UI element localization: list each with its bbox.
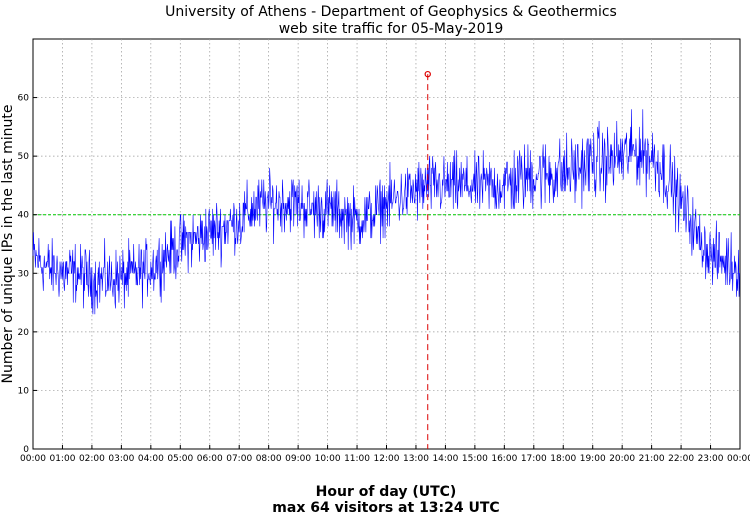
x-tick-label: 10:00 xyxy=(315,454,341,464)
x-tick-label: 21:00 xyxy=(639,454,665,464)
plot-area xyxy=(32,38,741,450)
x-tick-label: 17:00 xyxy=(521,454,547,464)
x-tick-label: 20:00 xyxy=(609,454,635,464)
y-tick-label: 30 xyxy=(18,269,30,279)
x-tick-label: 09:00 xyxy=(285,454,311,464)
x-tick-label: 00:00 xyxy=(20,454,46,464)
x-tick-label: 22:00 xyxy=(668,454,694,464)
chart-title: University of Athens - Department of Geo… xyxy=(165,4,617,20)
max-marker-point xyxy=(424,70,431,78)
x-tick-label: 07:00 xyxy=(226,454,252,464)
y-axis-ticks: 0 10 20 30 40 50 60 xyxy=(18,94,37,455)
x-tick-label: 15:00 xyxy=(462,454,488,464)
y-tick-label: 10 xyxy=(18,386,30,396)
x-tick-label: 01:00 xyxy=(49,454,75,464)
y-tick-label: 0 xyxy=(23,445,29,455)
y-tick-label: 60 xyxy=(18,94,30,104)
x-tick-label: 08:00 xyxy=(256,454,282,464)
max-visitors-note: max 64 visitors at 13:24 UTC xyxy=(272,500,499,515)
max-marker xyxy=(424,70,431,449)
x-tick-label: 06:00 xyxy=(197,454,223,464)
x-tick-label: 18:00 xyxy=(550,454,576,464)
x-tick-label: 05:00 xyxy=(167,454,193,464)
x-tick-label: 23:00 xyxy=(698,454,724,464)
traffic-series xyxy=(32,109,740,315)
y-tick-label: 40 xyxy=(18,211,30,221)
x-tick-label: 02:00 xyxy=(79,454,105,464)
x-axis-label: Hour of day (UTC) xyxy=(316,484,457,500)
x-tick-label: 04:00 xyxy=(138,454,164,464)
x-tick-label: 12:00 xyxy=(374,454,400,464)
chart-subtitle: web site traffic for 05-May-2019 xyxy=(279,21,504,37)
x-tick-label: 00:00 xyxy=(727,454,750,464)
x-tick-label: 11:00 xyxy=(344,454,370,464)
x-tick-label: 19:00 xyxy=(580,454,606,464)
y-tick-label: 20 xyxy=(18,328,30,338)
x-tick-label: 13:00 xyxy=(403,454,429,464)
traffic-line xyxy=(32,109,740,315)
x-tick-label: 03:00 xyxy=(108,454,134,464)
y-tick-label: 50 xyxy=(18,152,30,162)
x-tick-label: 14:00 xyxy=(432,454,458,464)
x-tick-label: 16:00 xyxy=(491,454,517,464)
x-axis-ticks: 00:00 01:00 02:00 03:00 04:00 05:00 06:00 07:00… xyxy=(20,445,750,464)
y-axis-label: Number of unique IPs in the last minute xyxy=(0,105,16,384)
